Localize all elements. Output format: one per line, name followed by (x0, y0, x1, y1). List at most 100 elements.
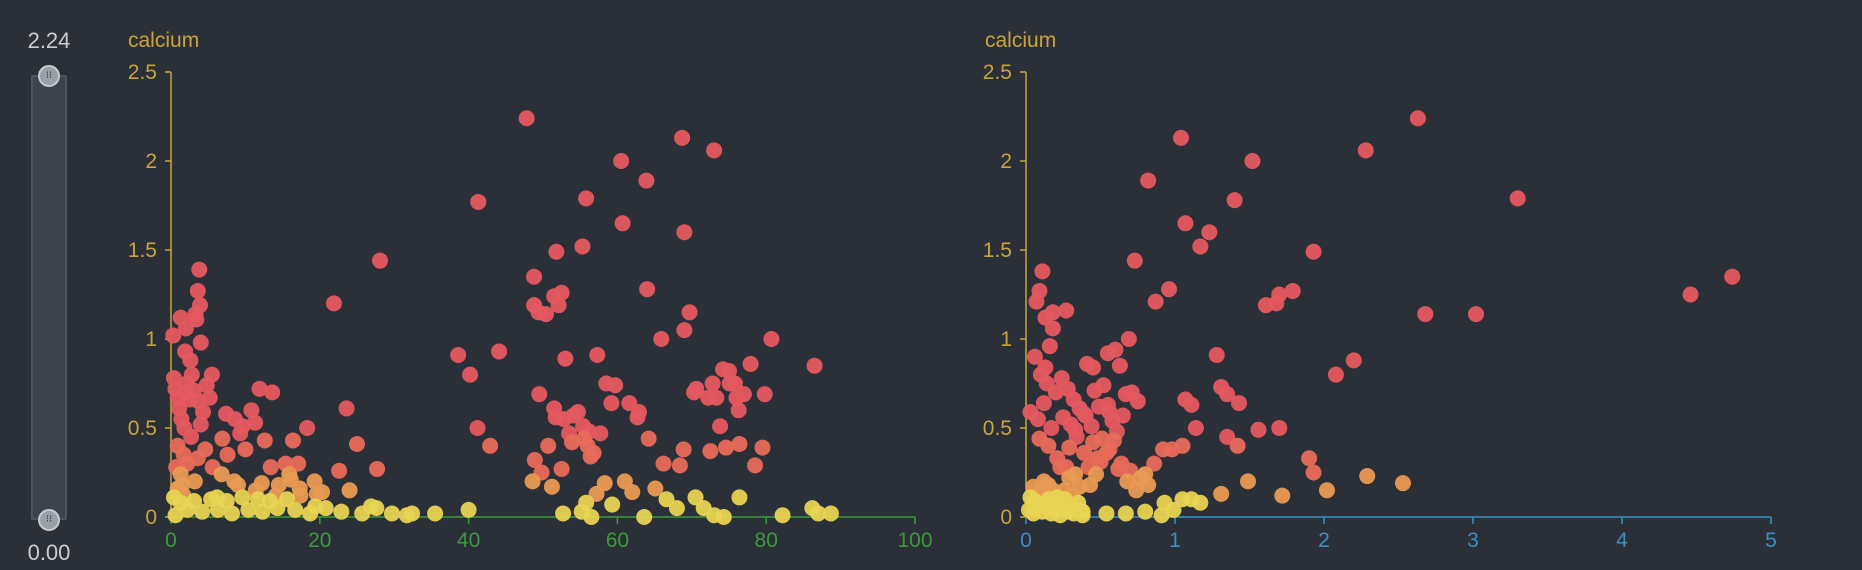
scatter-point[interactable] (194, 503, 211, 520)
scatter-point[interactable] (1327, 366, 1344, 383)
scatter-point[interactable] (730, 402, 747, 419)
scatter-point[interactable] (1140, 476, 1157, 493)
scatter-point[interactable] (704, 375, 721, 392)
scatter-point[interactable] (325, 295, 342, 312)
scatter-point[interactable] (1137, 503, 1154, 520)
scatter-point[interactable] (774, 507, 791, 524)
scatter-point[interactable] (1043, 420, 1060, 436)
scatter-point[interactable] (1085, 434, 1102, 451)
scatter-point[interactable] (383, 505, 400, 522)
scatter-point[interactable] (1164, 441, 1181, 458)
scatter-point[interactable] (482, 437, 499, 454)
scatter-point[interactable] (232, 425, 249, 442)
scatter-point[interactable] (718, 439, 735, 456)
scatter-point[interactable] (543, 478, 560, 495)
scatter-point[interactable] (182, 352, 199, 369)
scatter-point[interactable] (553, 460, 570, 477)
scatter-point[interactable] (574, 238, 591, 255)
scatter-point[interactable] (167, 507, 184, 524)
scatter-point[interactable] (191, 261, 208, 278)
scatter-point[interactable] (1047, 384, 1064, 401)
scatter-point[interactable] (247, 414, 264, 431)
scatter-point[interactable] (1061, 439, 1078, 456)
scatter-point[interactable] (1165, 501, 1182, 518)
scatter-point[interactable] (1099, 345, 1116, 362)
scatter-point[interactable] (658, 491, 675, 508)
scatter-point[interactable] (1040, 437, 1057, 454)
scatter-point[interactable] (712, 418, 729, 435)
scatter-point[interactable] (708, 389, 725, 406)
scatter-point[interactable] (1041, 338, 1058, 355)
scatter-point[interactable] (1117, 505, 1134, 522)
scatter-point[interactable] (1177, 215, 1194, 232)
scatter-point[interactable] (290, 455, 307, 472)
scatter-point[interactable] (213, 466, 230, 483)
scatter-point[interactable] (754, 439, 771, 456)
scatter-point[interactable] (254, 503, 271, 520)
scatter-point[interactable] (317, 500, 334, 517)
scatter-point[interactable] (354, 505, 371, 522)
scatter-point[interactable] (1284, 282, 1301, 299)
scatter-point[interactable] (1025, 505, 1042, 522)
scatter-point[interactable] (470, 193, 487, 210)
scatter-point[interactable] (526, 268, 543, 285)
scatter-point[interactable] (262, 459, 279, 476)
scatter-point[interactable] (731, 489, 748, 506)
scatter-point[interactable] (518, 110, 535, 127)
scatter-point[interactable] (639, 281, 656, 298)
scatter-point[interactable] (613, 153, 630, 169)
scatter-point[interactable] (589, 347, 606, 364)
scatter-point[interactable] (1226, 192, 1243, 209)
scatter-point[interactable] (1509, 190, 1526, 207)
scatter-point[interactable] (1153, 507, 1170, 524)
scatter-point[interactable] (1271, 420, 1288, 436)
scatter-point[interactable] (491, 343, 508, 360)
scatter-point[interactable] (369, 460, 386, 477)
scatter-point[interactable] (550, 297, 567, 314)
scatter-point[interactable] (1058, 302, 1075, 319)
scatter-point[interactable] (224, 505, 241, 522)
scatter-point[interactable] (1117, 386, 1134, 403)
scatter-point[interactable] (1345, 352, 1362, 369)
scatter-point[interactable] (1183, 396, 1200, 413)
scatter-point[interactable] (592, 425, 609, 442)
scatter-point[interactable] (540, 437, 557, 454)
scatter-point[interactable] (604, 496, 621, 513)
scatter-point[interactable] (299, 420, 316, 436)
scatter-point[interactable] (810, 505, 827, 522)
scatter-point[interactable] (1061, 469, 1078, 486)
scatter-point[interactable] (308, 485, 325, 502)
scatter-point[interactable] (1120, 331, 1137, 347)
scatter-point[interactable] (1086, 382, 1103, 399)
scatter-point[interactable] (582, 448, 599, 465)
scatter-point[interactable] (1111, 357, 1128, 374)
scatter-point[interactable] (1244, 153, 1261, 169)
scatter-point[interactable] (603, 395, 620, 412)
scatter-point[interactable] (450, 347, 467, 364)
scatter-point[interactable] (349, 436, 365, 453)
scatter-point[interactable] (219, 446, 236, 463)
scatter-point[interactable] (292, 487, 309, 504)
scatter-point[interactable] (1052, 459, 1069, 476)
scatter-point[interactable] (1028, 293, 1045, 310)
scatter-point[interactable] (1219, 386, 1236, 403)
scatter-point[interactable] (653, 331, 670, 347)
scatter-point[interactable] (269, 500, 286, 517)
scatter-point[interactable] (1129, 393, 1146, 410)
scatter-point[interactable] (655, 455, 672, 472)
scatter-point[interactable] (256, 432, 273, 449)
scatter-point[interactable] (526, 452, 543, 469)
scatter-point[interactable] (331, 462, 348, 479)
scatter-point[interactable] (1409, 110, 1426, 127)
scatter-point[interactable] (742, 355, 759, 372)
scatter-point[interactable] (192, 334, 209, 351)
scatter-point[interactable] (721, 363, 737, 380)
scatter-point[interactable] (1394, 475, 1411, 492)
scatter-point[interactable] (555, 505, 572, 522)
scatter-point[interactable] (229, 476, 246, 493)
slider-bottom-handle[interactable]: ⁝⁝ (38, 509, 60, 531)
scatter-point[interactable] (183, 428, 200, 445)
scatter-point[interactable] (165, 327, 182, 344)
scatter-point[interactable] (1201, 224, 1218, 241)
scatter-point[interactable] (1083, 418, 1100, 435)
